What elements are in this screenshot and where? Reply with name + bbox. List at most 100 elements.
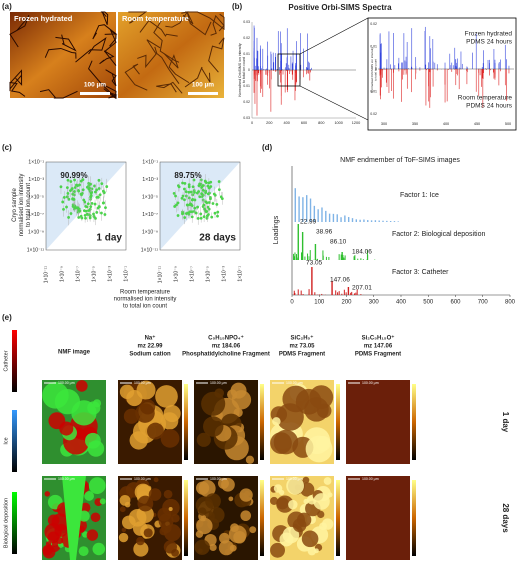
feature [80,502,91,513]
tick-label: 200 [266,121,272,125]
feature [121,515,136,530]
scale-label: 100.00 µm [58,381,75,385]
point [205,214,209,218]
title: NMF endmember of ToF-SIMS images [340,157,460,164]
point [79,192,83,196]
colorbar [336,384,340,460]
tick-label: 200 [341,300,352,306]
crack [100,11,109,25]
colorbar-label: Catheter [3,350,9,371]
feature [118,532,129,543]
point [184,190,188,193]
tick-label: 300 [381,122,387,126]
point [200,192,204,196]
feature [155,385,178,408]
feature [239,488,253,502]
scale-bar [188,92,218,95]
crack [128,11,148,24]
axis-title-line: Normalised OrbiSIMS ion intensity [370,47,374,93]
tick-label: 1×10⁻¹ [237,266,243,282]
tick-label: 1000 [334,121,342,125]
feature [233,530,246,544]
feature [270,542,285,558]
point [199,216,203,220]
tick-label: 1×10⁻⁵ [91,266,97,282]
tick-label: 0.03 [243,20,250,24]
image-title: Room temperature [122,14,189,23]
feature [313,493,330,510]
point [183,187,186,191]
point [69,180,73,183]
point [185,203,189,207]
feature [218,477,229,489]
point [174,194,177,198]
point [181,194,185,198]
point [193,198,197,202]
crack [55,34,77,52]
crack [139,19,178,37]
point [175,203,178,207]
point [84,216,87,220]
colorbar [260,480,264,556]
crack [75,37,107,63]
feature [44,491,51,497]
point [97,187,101,190]
feature [249,526,257,534]
point [192,178,196,182]
tick-label: 1×10⁻³ [221,266,227,282]
feature [168,507,173,512]
point [205,216,209,220]
tick-label: 600 [450,300,461,306]
point [207,181,211,185]
feature [47,514,60,527]
point [187,196,191,200]
tick-label: 500 [423,300,434,306]
point [176,201,180,205]
feature [171,513,180,523]
point [190,210,194,214]
point [101,189,105,193]
point [206,205,210,209]
tick-label: 1×10⁻¹ [123,266,129,282]
annotation: 89.75% [174,171,201,180]
point [85,212,89,216]
point [204,191,207,195]
tick-label: 400 [283,121,289,125]
column-header: SiC₂H₅⁺ [291,335,314,342]
point [79,179,83,183]
scale-label: 100.00 µm [210,381,227,385]
feature [84,491,95,501]
crack [9,15,30,48]
crack [153,19,180,63]
crack [92,24,118,40]
point [180,196,184,200]
feature [323,477,332,485]
point [75,206,78,210]
point [191,197,195,201]
point [212,192,216,196]
feature [148,488,162,501]
scale-label: 100 µm [192,82,214,89]
tick-label: 1×10⁻³ [28,177,44,183]
scale-bar [80,92,110,95]
colorbar-label: Ice [3,437,9,444]
point [73,190,76,193]
point [209,197,212,201]
crack [104,29,117,53]
tick-label: 0.03 [243,116,250,120]
point [177,185,181,189]
feature [305,435,333,463]
feature [86,529,99,541]
feature [121,527,127,533]
crack [182,11,212,36]
tick-label: 1×10⁻⁵ [28,195,44,201]
tick-label: 400 [396,300,407,306]
column-header: Si₂C₅H₁₅O⁺ [362,335,395,342]
point [73,186,77,189]
feature [163,405,181,423]
scale-label: 100.00 µm [210,477,227,481]
peak-label: 73.05 [306,260,323,267]
point [216,214,219,218]
point [76,184,80,188]
point [187,185,191,189]
